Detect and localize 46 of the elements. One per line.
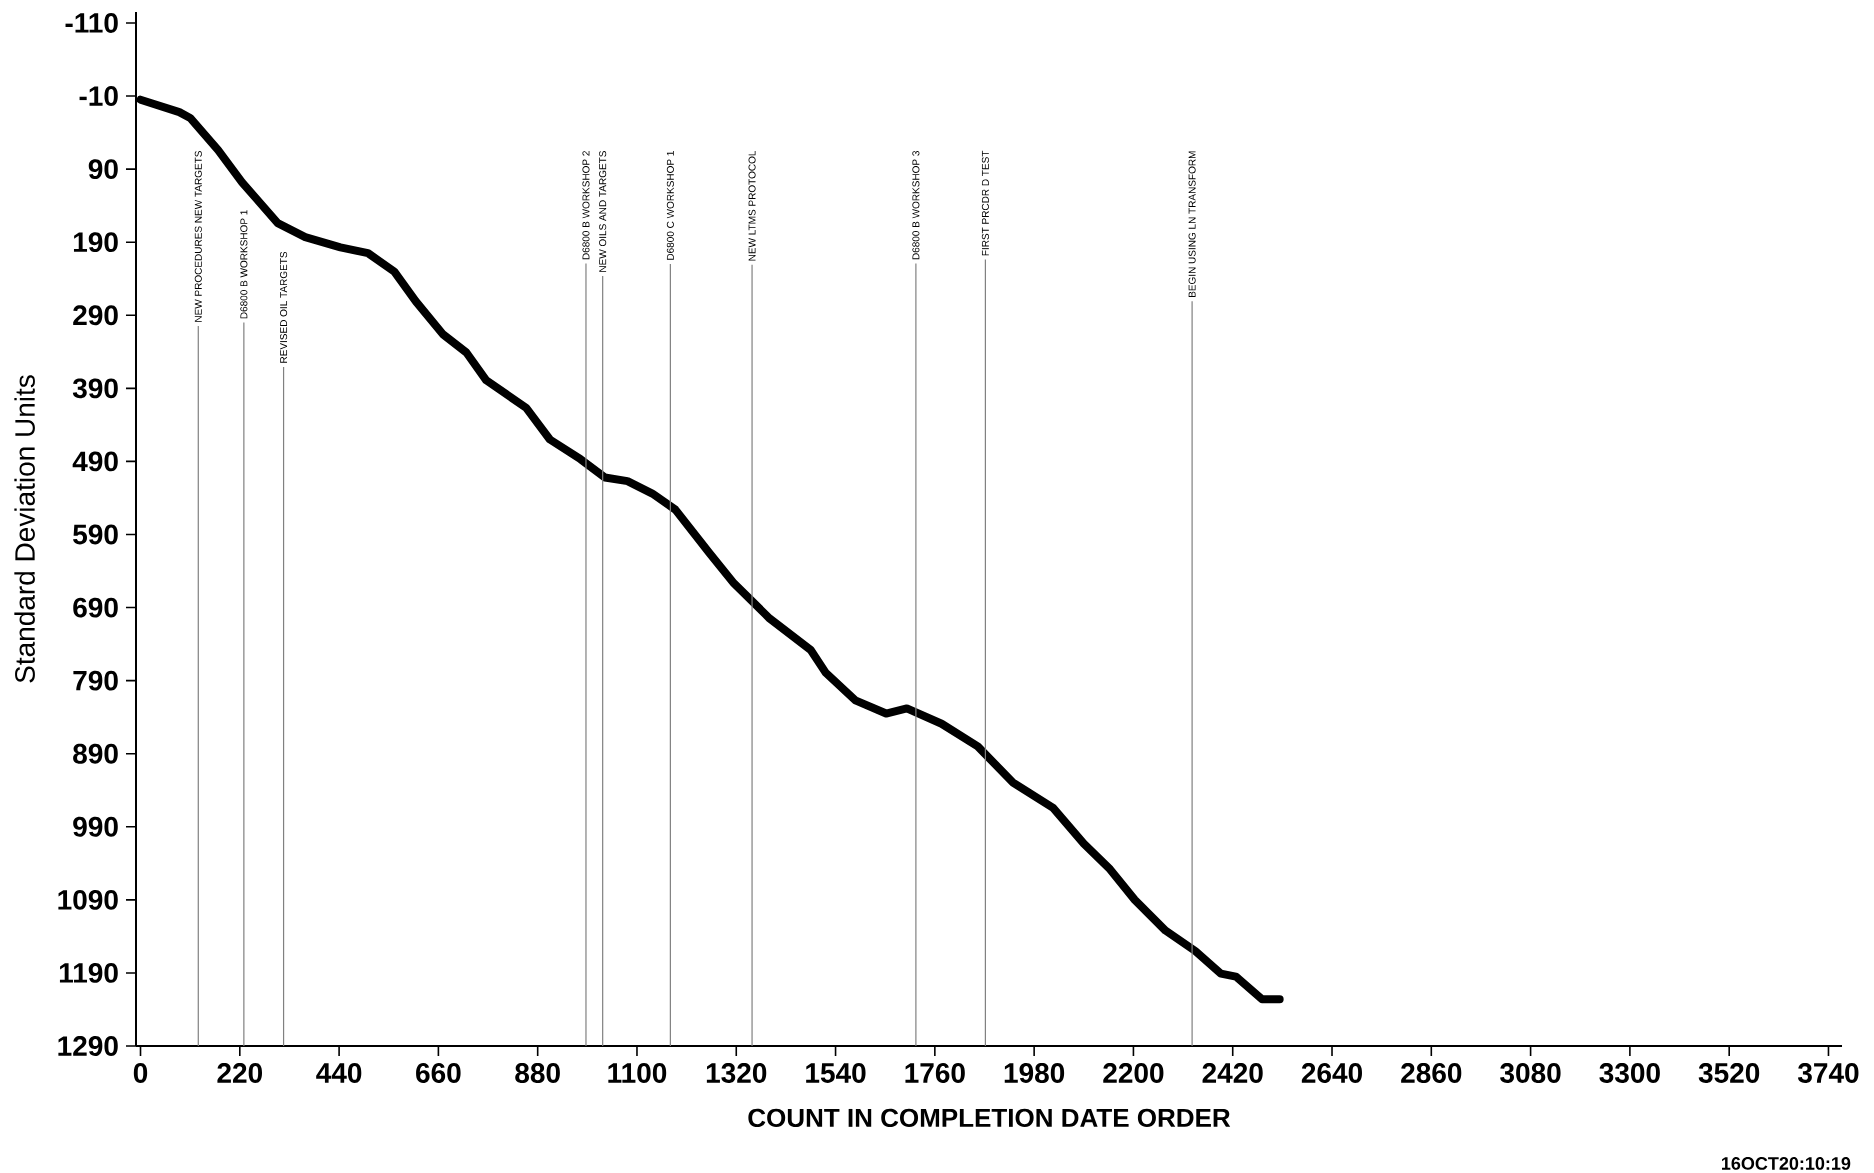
x-tick-label: 3300 [1599,1063,1660,1083]
ref-line-label: FIRST PRCDR D TEST [981,150,989,256]
y-axis-title: Standard Deviation Units [14,375,35,683]
y-tick-label: 890 [73,743,118,764]
ref-line-label: BEGIN USING LN TRANSFORM [1188,151,1196,298]
x-tick-label: 1320 [706,1063,767,1083]
ref-line-label: D6800 B WORKSHOP 1 [240,210,248,319]
x-tick-label: 660 [416,1063,461,1083]
x-tick-label: 2860 [1401,1063,1462,1083]
x-tick-label: 220 [217,1063,263,1083]
x-tick-label: 2420 [1202,1063,1263,1083]
y-tick-label: 1190 [59,963,118,983]
x-tick-label: 1100 [608,1063,667,1083]
y-tick-label: -110 [65,13,118,33]
x-axis-title: COUNT IN COMPLETION DATE ORDER [748,1108,1231,1128]
y-tick-label: 490 [72,451,118,472]
x-tick-label: 1760 [905,1063,965,1083]
y-tick-label: 390 [72,378,118,399]
x-tick-label: 3520 [1698,1063,1760,1083]
y-tick-label: 990 [73,816,118,837]
y-tick-label: 1090 [58,889,118,910]
x-tick-label: 2200 [1103,1063,1164,1083]
x-tick-label: 2640 [1301,1063,1362,1083]
y-tick-label: 90 [88,159,118,180]
y-tick-label: 1290 [58,1036,118,1056]
x-tick-label: 880 [515,1063,560,1083]
x-tick-label: 0 [133,1063,148,1083]
y-tick-label: -10 [79,86,118,106]
x-tick-label: 3080 [1500,1063,1561,1083]
y-tick-label: 190 [73,232,118,253]
ref-line-label: NEW PROCEDURES NEW TARGETS [194,151,202,322]
x-tick-label: 440 [316,1063,362,1083]
y-tick-label: 790 [73,670,118,691]
y-tick-label: 690 [73,597,118,618]
ref-line-label: D6800 B WORKSHOP 3 [912,151,920,260]
x-tick-label: 1540 [806,1063,866,1083]
y-tick-label: 590 [73,524,118,545]
ref-line-label: NEW LTMS PROTOCOL [748,150,756,261]
ref-line-label: D6800 B WORKSHOP 2 [582,151,590,260]
x-tick-label: 1980 [1004,1063,1065,1083]
y-tick-label: 290 [73,305,118,326]
ref-line-label: REVISED OIL TARGETS [280,251,288,363]
text: 16OCT20:10:19 [1722,1157,1851,1170]
ref-line-label: NEW OILS AND TARGETS [599,151,607,272]
ref-line-label: D6800 C WORKSHOP 1 [666,151,674,260]
x-tick-label: 3740 [1797,1063,1859,1083]
